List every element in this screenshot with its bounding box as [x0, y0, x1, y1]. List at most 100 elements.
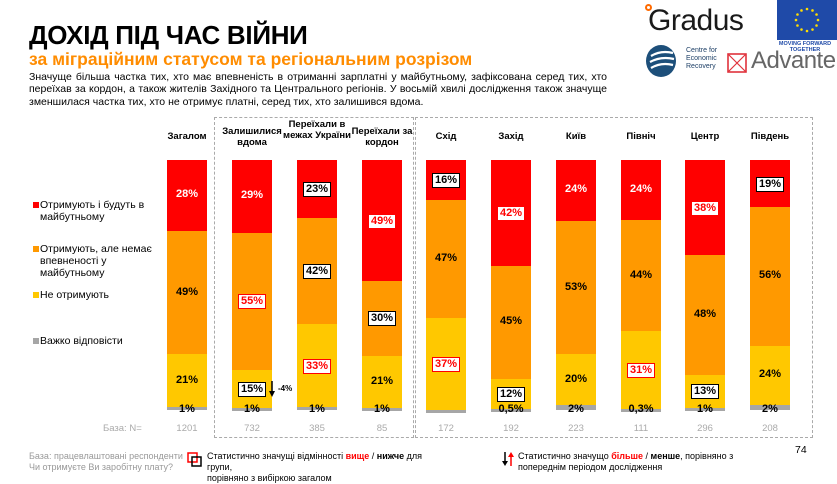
legend-swatch-orange — [33, 246, 39, 252]
data-label: 38% — [675, 200, 735, 216]
bar-segment — [426, 200, 466, 318]
change-note-less: менше — [650, 451, 681, 461]
change-note-more: більше — [611, 451, 644, 461]
bar-segment — [750, 345, 790, 406]
legend-item-not-receive: Не отримують — [33, 289, 165, 301]
bar-segment — [362, 355, 402, 408]
cer-logo-text: Centre for Economic Recovery — [686, 47, 718, 70]
cer-logo-icon — [646, 45, 676, 77]
data-label: 19% — [740, 176, 800, 192]
base-n-value: 385 — [309, 423, 325, 434]
sig-note-text: Статистично значущі відмінності — [207, 451, 346, 461]
page-number: 74 — [795, 444, 807, 456]
bar-segment — [167, 160, 207, 231]
bar-segment — [362, 407, 402, 411]
data-label: 37% — [416, 356, 476, 372]
change-note: Статистично значущо більше / менше, порі… — [518, 451, 758, 473]
data-label: 55% — [222, 294, 282, 310]
data-label: 15% — [222, 381, 282, 397]
page-subtitle: за міграційним статусом та регіональним … — [29, 49, 473, 69]
legend-item-receive-future: Отримують і будуть в майбутньому — [33, 199, 165, 223]
gradus-dot-icon — [645, 4, 652, 11]
page-title: ДОХІД ПІД ЧАС ВІЙНИ — [29, 20, 308, 50]
category-label: Переїхали за кордон — [351, 126, 413, 148]
eu-star — [816, 18, 820, 22]
bar-segment — [621, 220, 661, 332]
data-label: 20% — [564, 372, 588, 385]
data-label: 49% — [175, 285, 199, 298]
base-n-value: 296 — [697, 423, 713, 434]
category-label: Залишилися вдома — [222, 126, 282, 148]
data-label: 42% — [481, 205, 541, 221]
data-label: 56% — [758, 269, 782, 282]
data-label: 1% — [697, 403, 713, 415]
eu-star — [794, 18, 798, 22]
legend-swatch-yellow — [33, 292, 39, 298]
data-label: 45% — [499, 315, 523, 328]
data-label: 31% — [611, 363, 671, 379]
legend-label: Отримують, але немає впевненості у майбу… — [40, 243, 152, 279]
data-label: 12% — [481, 386, 541, 402]
eu-star — [811, 28, 814, 31]
bar-segment — [750, 207, 790, 346]
change-note-post: , порівняно з — [680, 451, 734, 461]
category-label: Загалом — [167, 131, 207, 142]
data-label: 0,3% — [628, 403, 654, 415]
base-n-value: 1201 — [176, 423, 198, 434]
eu-star — [811, 9, 814, 12]
eu-star — [796, 13, 799, 16]
bar-segment — [556, 220, 596, 355]
eu-star — [796, 24, 799, 27]
category-label: Переїхали в межах України — [283, 119, 351, 141]
data-label: 24% — [758, 368, 782, 381]
data-label: 47% — [434, 251, 458, 264]
bar-segment — [491, 265, 531, 379]
category-label: Північ — [626, 131, 656, 142]
base-note: База: працевлаштовані респонденти — [29, 451, 183, 461]
change-note-sep: / — [643, 451, 651, 461]
base-n-value: 172 — [438, 423, 454, 434]
data-label: 24% — [564, 183, 588, 196]
migration-group-frame — [214, 117, 414, 438]
data-label: 0,5% — [498, 403, 524, 415]
sig-note-sep: / — [369, 451, 377, 461]
base-n-value: 223 — [568, 423, 584, 434]
bar-segment — [232, 407, 272, 411]
bar-segment — [685, 255, 725, 375]
category-label: Захід — [498, 131, 524, 142]
sig-note-post: для групи, — [207, 451, 423, 472]
bar-segment — [297, 407, 337, 411]
sig-note-line2: порівняно з вибіркою загалом — [207, 473, 332, 483]
bar-segment — [621, 409, 661, 413]
data-label: 30% — [352, 311, 412, 327]
eu-star — [805, 7, 809, 11]
bar-segment — [426, 410, 466, 413]
change-note-text: Статистично значущо — [518, 451, 612, 461]
bar-segment — [491, 408, 531, 412]
change-note-line2: попереднім періодом дослідження — [518, 462, 663, 472]
arrow-down-icon — [269, 380, 275, 397]
region-group-frame — [415, 117, 813, 438]
data-label: 2% — [568, 403, 584, 415]
data-label: 1% — [309, 403, 325, 415]
gradus-logo: Gradus — [648, 4, 744, 37]
base-n-value: 208 — [762, 423, 778, 434]
eu-stars-icon — [794, 7, 820, 33]
data-label: 2% — [762, 403, 778, 415]
category-label: Київ — [565, 131, 587, 142]
eu-flag-icon — [777, 0, 837, 40]
eu-star — [815, 13, 818, 16]
data-label: 53% — [564, 280, 588, 293]
base-n-value: 732 — [244, 423, 260, 434]
base-n-value: 192 — [503, 423, 519, 434]
eu-star — [815, 24, 818, 27]
bar-segment — [685, 407, 725, 411]
significance-note: Статистично значущі відмінності вище / н… — [207, 451, 437, 484]
eu-star — [805, 29, 809, 33]
base-label: База: N= — [103, 423, 142, 434]
data-label: 28% — [175, 188, 199, 201]
data-label: 21% — [370, 374, 394, 387]
data-label: 21% — [175, 373, 199, 386]
sig-note-lower: нижче — [376, 451, 405, 461]
legend-label: Не отримують — [40, 289, 109, 301]
